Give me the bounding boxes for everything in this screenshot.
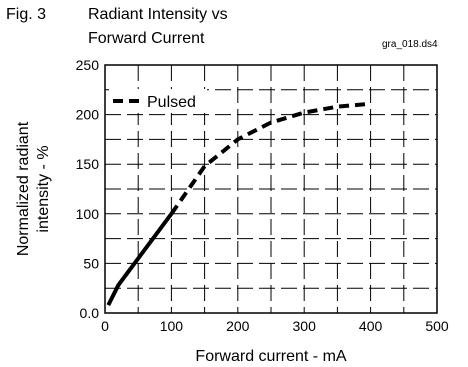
- series-line-solid: [106, 212, 174, 306]
- y-tick-label: 50: [83, 255, 99, 271]
- series-layer: [106, 101, 371, 306]
- y-axis-label-line-2: intensity - %: [35, 145, 52, 232]
- x-tick-label: 100: [160, 318, 184, 334]
- x-tick-label: 300: [293, 318, 317, 334]
- axis-ticks: 0 100 200 300 400 500 0.0 50 100 150 200 250: [76, 57, 449, 334]
- y-tick-label: 0.0: [80, 305, 100, 321]
- figure-number: Fig. 3: [6, 6, 47, 23]
- y-axis-label: Normalized radiant intensity - %: [15, 121, 52, 256]
- x-tick-label: 500: [425, 318, 449, 334]
- x-axis-label: Forward current - mA: [195, 348, 346, 365]
- legend-box: [109, 89, 207, 113]
- series-line-dashed: [169, 101, 371, 215]
- y-tick-label: 100: [76, 206, 100, 222]
- legend-label: Pulsed: [147, 94, 196, 111]
- chart-title-line-1: Radiant Intensity vs: [88, 6, 228, 23]
- y-axis-label-line-1: Normalized radiant: [15, 121, 32, 256]
- x-tick-label: 0: [101, 318, 109, 334]
- file-id-label: gra_018.ds4: [382, 39, 438, 50]
- x-tick-label: 200: [226, 318, 250, 334]
- chart-title-line-2: Forward Current: [88, 30, 205, 47]
- y-tick-label: 200: [76, 107, 100, 123]
- x-tick-label: 400: [359, 318, 383, 334]
- y-tick-label: 250: [76, 57, 100, 73]
- y-tick-label: 150: [76, 156, 100, 172]
- legend: Pulsed: [109, 89, 207, 113]
- plot-frame: [104, 64, 438, 314]
